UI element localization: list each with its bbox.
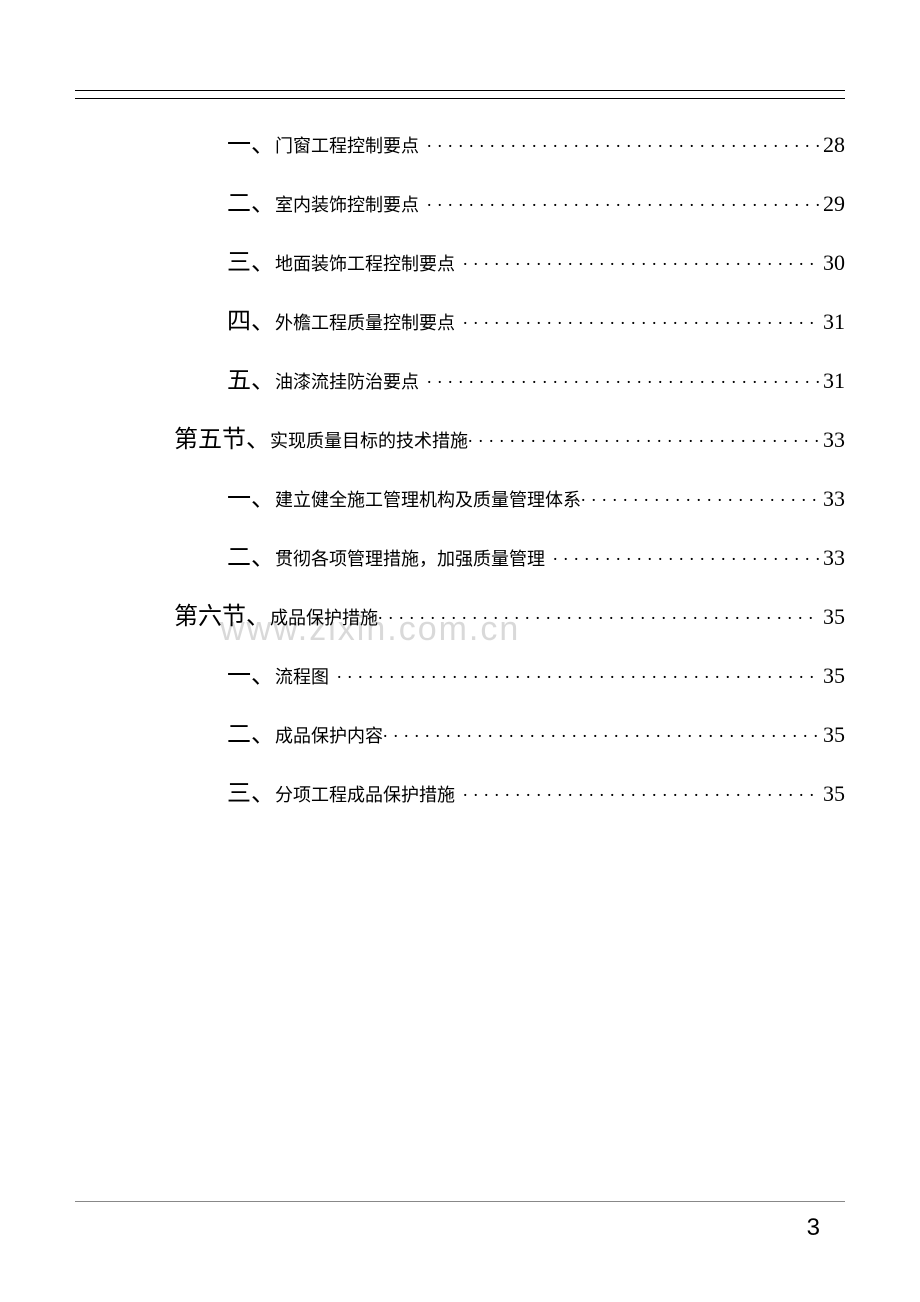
toc-prefix-text: 一、 (227, 132, 275, 158)
toc-page: 35 (819, 781, 845, 807)
toc-title: 实现质量目标的技术措施 (270, 427, 468, 453)
toc-prefix: 二、 (75, 537, 275, 572)
toc-prefix: 四、 (75, 301, 275, 336)
toc-page: 33 (819, 486, 845, 512)
toc-list: 一、门窗工程控制要点28二、室内装饰控制要点29三、地面装饰工程控制要点30四、… (75, 124, 845, 808)
toc-row: 第五节、实现质量目标的技术措施 33 (75, 419, 845, 454)
toc-prefix: 一、 (75, 124, 275, 159)
toc-row: 三、地面装饰工程控制要点 30 (75, 242, 845, 277)
toc-leader (337, 661, 819, 683)
toc-prefix-text: 二、 (227, 191, 275, 217)
toc-leader (553, 543, 819, 565)
toc-prefix-text: 四、 (227, 309, 275, 335)
toc-page: 29 (819, 191, 845, 217)
toc-row: 二、室内装饰控制要点 29 (75, 183, 845, 218)
toc-leader (463, 779, 819, 801)
toc-leader (581, 484, 819, 506)
toc-leader (378, 602, 819, 624)
toc-row: 一、门窗工程控制要点 28 (75, 124, 845, 159)
toc-row: 四、外檐工程质量控制要点 31 (75, 301, 845, 336)
toc-title: 成品保护内容 (275, 722, 383, 748)
toc-prefix-text: 二、 (227, 722, 275, 748)
toc-title: 油漆流挂防治要点 (275, 368, 419, 394)
toc-prefix: 三、 (75, 773, 275, 808)
toc-prefix-text: 第六节、 (174, 604, 270, 630)
toc-prefix-text: 五、 (227, 368, 275, 394)
toc-prefix: 一、 (75, 655, 275, 690)
toc-prefix: 第五节、 (75, 419, 270, 454)
toc-page: 33 (819, 427, 845, 453)
toc-leader (427, 130, 819, 152)
footer-rule (75, 1201, 845, 1202)
toc-page: 28 (819, 132, 845, 158)
toc-leader (427, 366, 819, 388)
toc-title: 门窗工程控制要点 (275, 132, 419, 158)
toc-leader (468, 425, 819, 447)
toc-row: 二、成品保护内容 35 (75, 714, 845, 749)
toc-prefix: 第六节、 (75, 596, 270, 631)
toc-title: 建立健全施工管理机构及质量管理体系 (275, 486, 581, 512)
toc-prefix-text: 一、 (227, 486, 275, 512)
toc-row: 三、分项工程成品保护措施 35 (75, 773, 845, 808)
toc-prefix: 五、 (75, 360, 275, 395)
toc-prefix: 二、 (75, 183, 275, 218)
toc-page: 35 (819, 604, 845, 630)
toc-title: 成品保护措施 (270, 604, 378, 630)
toc-prefix-text: 三、 (227, 250, 275, 276)
toc-prefix-text: 第五节、 (174, 427, 270, 453)
toc-row: 五、油漆流挂防治要点 31 (75, 360, 845, 395)
toc-page: 31 (819, 368, 845, 394)
content-area: 一、门窗工程控制要点28二、室内装饰控制要点29三、地面装饰工程控制要点30四、… (75, 90, 845, 832)
toc-page: 35 (819, 663, 845, 689)
toc-prefix: 三、 (75, 242, 275, 277)
toc-title: 流程图 (275, 663, 329, 689)
toc-page: 33 (819, 545, 845, 571)
toc-leader (427, 189, 819, 211)
toc-title: 室内装饰控制要点 (275, 191, 419, 217)
toc-leader (383, 720, 819, 742)
toc-prefix-text: 三、 (227, 781, 275, 807)
footer-page-number: 3 (807, 1214, 820, 1242)
top-rule-2 (75, 98, 845, 99)
toc-prefix: 二、 (75, 714, 275, 749)
toc-page: 30 (819, 250, 845, 276)
top-rule-1 (75, 90, 845, 94)
toc-prefix: 一、 (75, 478, 275, 513)
toc-row: 第六节、成品保护措施 35 (75, 596, 845, 631)
toc-page: 35 (819, 722, 845, 748)
toc-leader (463, 307, 819, 329)
toc-title: 分项工程成品保护措施 (275, 781, 455, 807)
toc-title: 外檐工程质量控制要点 (275, 309, 455, 335)
toc-prefix-text: 二、 (227, 545, 275, 571)
toc-leader (463, 248, 819, 270)
toc-prefix-text: 一、 (227, 663, 275, 689)
toc-row: 一、流程图 35 (75, 655, 845, 690)
toc-page: 31 (819, 309, 845, 335)
toc-title: 地面装饰工程控制要点 (275, 250, 455, 276)
toc-title: 贯彻各项管理措施，加强质量管理 (275, 545, 545, 571)
toc-row: 二、贯彻各项管理措施，加强质量管理 33 (75, 537, 845, 572)
toc-row: 一、建立健全施工管理机构及质量管理体系 33 (75, 478, 845, 513)
